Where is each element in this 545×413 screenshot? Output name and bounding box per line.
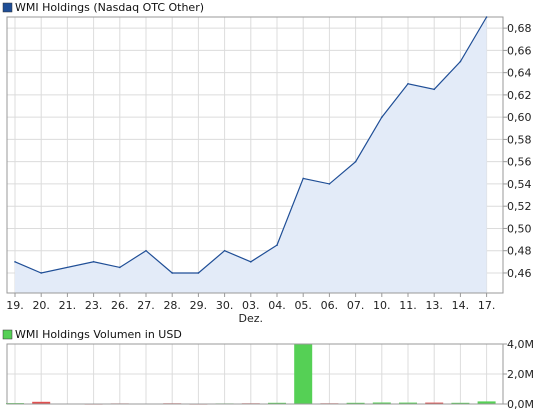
x-tick-label: 06. [321,299,339,312]
volume-bar [268,402,286,404]
price-plot-frame [6,16,504,294]
price-point [92,261,95,263]
price-legend-swatch [2,2,13,13]
price-point [328,183,331,185]
price-y-tick-label: 0,54 [507,178,532,191]
volume-bar [477,401,496,404]
x-tick-label: 04. [268,299,286,312]
price-point [459,60,462,63]
x-tick-label: 17. [478,299,496,312]
volume-bar [294,344,313,404]
x-tick-label: 11. [399,299,417,312]
volume-bar [372,402,391,404]
price-point [433,88,436,91]
x-tick-label: 21. [59,299,77,312]
price-point [381,116,383,118]
price-area-fill [15,17,487,293]
volume-bar [32,401,51,405]
volume-bar [399,402,417,404]
price-y-tick-label: 0,46 [507,267,532,280]
price-y-tick-label: 0,68 [507,22,532,35]
price-y-tick-label: 0,60 [507,111,532,124]
price-point [276,244,278,246]
price-point [14,261,16,263]
x-tick-label: 05. [294,299,312,312]
price-point [407,82,409,85]
price-legend-label: WMI Holdings (Nasdaq OTC Other) [15,1,204,14]
x-tick-label: 19. [6,299,24,312]
x-tick-label: 28. [163,299,181,312]
price-y-tick-label: 0,52 [507,200,532,213]
volume-bar [451,402,470,404]
price-y-tick-label: 0,56 [507,156,532,169]
x-tick-label: 29. [190,299,208,312]
price-point [354,160,357,163]
x-tick-label: 14. [452,299,470,312]
price-point [119,266,121,269]
volume-legend-label: WMI Holdings Volumen in USD [15,328,182,341]
x-tick-label: 20. [32,299,50,312]
x-tick-label: 13. [425,299,443,312]
volume-bar [346,402,365,404]
price-point [197,272,200,274]
volume-bar [425,402,444,404]
x-axis-month-label: Dez. [239,312,264,325]
price-point [40,272,42,274]
x-tick-label: 10. [373,299,391,312]
volume-y-tick-label: 2,0M [507,368,534,381]
price-y-tick-label: 0,62 [507,89,532,102]
price-point [302,177,305,180]
price-y-tick-label: 0,50 [507,222,532,235]
volume-grid [7,343,503,405]
x-tick-label: 23. [85,299,103,312]
price-point [485,16,488,18]
x-tick-label: 30. [216,299,234,312]
volume-y-tick-label: 0,0M [507,398,534,411]
price-y-tick-label: 0,58 [507,133,532,146]
volume-y-tick-label: 4,0M [507,338,534,351]
x-tick-label: 03. [242,299,260,312]
x-tick-label: 27. [137,299,155,312]
price-point [145,249,147,252]
volume-y-axis: 0,0M 2,0M 4,0M [503,338,534,411]
price-y-axis: 0,46 0,48 0,50 0,52 0,54 0,56 0,58 0,60 0,62 0,64… [503,22,532,280]
price-line [14,16,488,274]
x-axis: 19. 20. 21. 23. 26. 27. 28. 29. 30. 03. 04. 05. 06. 0… [6,293,495,312]
x-tick-label: 26. [111,299,129,312]
volume-legend-swatch [2,329,13,340]
x-tick-label: 07. [347,299,365,312]
price-y-tick-label: 0,48 [507,245,532,258]
price-point [171,272,173,274]
price-point [223,249,226,252]
price-y-tick-label: 0,64 [507,67,532,80]
price-point [250,261,252,263]
price-y-tick-label: 0,66 [507,44,532,57]
